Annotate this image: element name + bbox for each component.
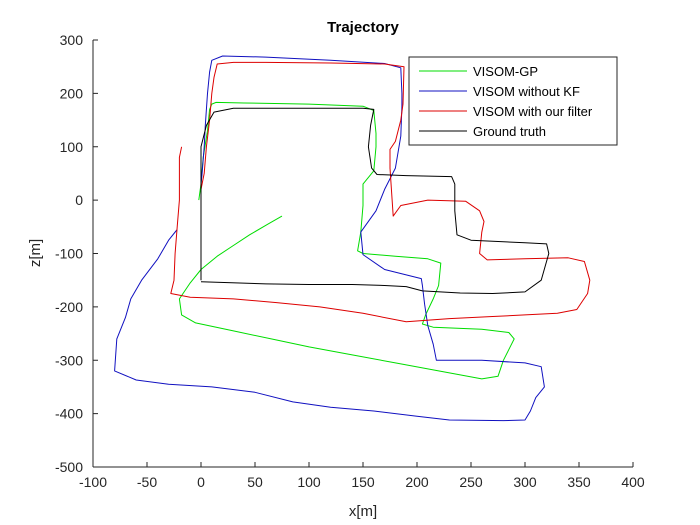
y-tick-label-6: 100 — [60, 139, 84, 155]
x-tick-label-2: 0 — [197, 474, 205, 490]
y-tick-label-2: -300 — [55, 352, 83, 368]
y-axis-label: z[m] — [27, 239, 44, 267]
x-axis-label: x[m] — [349, 503, 377, 520]
legend-label-2: VISOM with our filter — [473, 104, 593, 119]
legend: VISOM-GP VISOM without KF VISOM with our f… — [408, 56, 618, 146]
legend-label-3: Ground truth — [473, 124, 546, 139]
y-tick-label-4: -100 — [55, 246, 83, 262]
x-tick-label-9: 350 — [567, 474, 591, 490]
x-tick-label-5: 150 — [351, 474, 375, 490]
x-tick-label-1: -50 — [137, 474, 157, 490]
legend-label-0: VISOM-GP — [473, 64, 538, 79]
y-tick-label-5: 0 — [75, 192, 83, 208]
y-tick-label-3: -200 — [55, 299, 83, 315]
y-tick-label-0: -500 — [55, 459, 83, 475]
y-tick-label-8: 300 — [60, 32, 84, 48]
y-tick-label-1: -400 — [55, 406, 83, 422]
x-tick-label-8: 300 — [513, 474, 537, 490]
series-line-3 — [200, 107, 550, 294]
x-tick-label-7: 250 — [459, 474, 483, 490]
x-tick-label-3: 50 — [247, 474, 263, 490]
y-tick-label-7: 200 — [60, 85, 84, 101]
ticks-layer: -100 -50 0 50 100 150 200 250 300 350 400-500-400-… — [55, 32, 645, 490]
x-tick-label-4: 100 — [297, 474, 321, 490]
series-line-1 — [114, 55, 545, 422]
series-line-2 — [170, 61, 591, 323]
legend-box — [408, 56, 618, 146]
x-tick-label-6: 200 — [405, 474, 429, 490]
series-line-0 — [178, 101, 515, 380]
chart-title: Trajectory — [327, 19, 399, 36]
x-tick-label-0: -100 — [79, 474, 107, 490]
x-tick-label-10: 400 — [621, 474, 645, 490]
series-layer — [114, 55, 591, 422]
legend-label-1: VISOM without KF — [473, 84, 580, 99]
